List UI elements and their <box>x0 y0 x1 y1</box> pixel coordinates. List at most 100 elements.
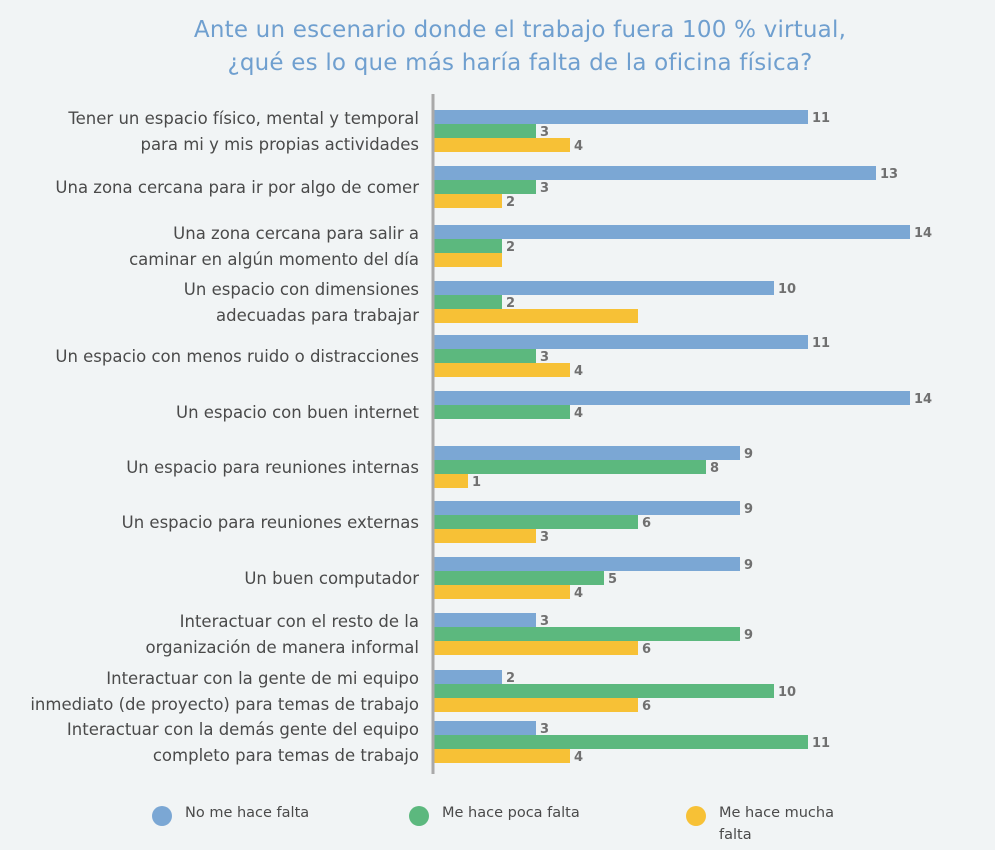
bar-s2-c7 <box>434 529 536 543</box>
bar-s0-c2 <box>434 225 910 239</box>
bar-s0-c3 <box>434 281 774 295</box>
category-label-2-1: caminar en algún momento del día <box>129 250 419 269</box>
bar-s0-c1 <box>434 166 876 180</box>
data-label-s2-c8: 4 <box>574 586 583 601</box>
legend-item-no-falta[interactable]: No me hace falta <box>152 802 309 826</box>
bar-s1-c4 <box>434 349 536 363</box>
data-label-s1-c10: 10 <box>778 685 796 700</box>
category-label-6-0: Un espacio para reuniones internas <box>126 458 419 477</box>
bar-s0-c8 <box>434 557 740 571</box>
bar-s1-c11 <box>434 735 808 749</box>
category-label-3-1: adecuadas para trabajar <box>216 306 419 325</box>
bar-s2-c1 <box>434 194 502 208</box>
category-label-5-0: Un espacio con buen internet <box>176 403 420 422</box>
bar-s0-c10 <box>434 670 502 684</box>
legend-swatch <box>686 806 706 826</box>
bar-s0-c4 <box>434 335 808 349</box>
bar-s0-c0 <box>434 110 808 124</box>
bar-s2-c4 <box>434 363 570 377</box>
data-label-s1-c4: 3 <box>540 350 549 365</box>
bar-s1-c6 <box>434 460 706 474</box>
data-label-s2-c11: 4 <box>574 750 583 765</box>
bar-s0-c6 <box>434 446 740 460</box>
category-label-0-0: Tener un espacio físico, mental y tempor… <box>67 109 419 128</box>
category-label-10-0: Interactuar con la gente de mi equipo <box>106 669 419 688</box>
data-label-s0-c0: 11 <box>812 111 830 126</box>
bar-s2-c3 <box>434 309 638 323</box>
legend-swatch <box>152 806 172 826</box>
bar-s2-c11 <box>434 749 570 763</box>
bar-s0-c11 <box>434 721 536 735</box>
data-label-s2-c4: 4 <box>574 364 583 379</box>
legend-label-line: Me hace mucha <box>719 805 834 821</box>
bar-s0-c7 <box>434 501 740 515</box>
bar-s1-c5 <box>434 405 570 419</box>
data-label-s1-c1: 3 <box>540 181 549 196</box>
data-label-s0-c10: 2 <box>506 671 515 686</box>
data-label-s1-c6: 8 <box>710 461 719 476</box>
bar-s1-c0 <box>434 124 536 138</box>
data-label-s0-c5: 14 <box>914 392 932 407</box>
bar-s2-c8 <box>434 585 570 599</box>
legend-swatch <box>409 806 429 826</box>
legend-label: Me hace poca falta <box>442 802 580 824</box>
data-label-s0-c3: 10 <box>778 282 796 297</box>
data-label-s0-c1: 13 <box>880 167 898 182</box>
bar-s1-c8 <box>434 571 604 585</box>
chart-title-line-1: Ante un escenario donde el trabajo fuera… <box>193 17 847 43</box>
category-label-4-0: Un espacio con menos ruido o distraccion… <box>55 347 419 366</box>
data-label-s1-c0: 3 <box>540 125 549 140</box>
bar-s0-c9 <box>434 613 536 627</box>
data-label-s1-c7: 6 <box>642 516 651 531</box>
category-label-9-1: organización de manera informal <box>146 638 419 657</box>
data-label-s1-c5: 4 <box>574 406 583 421</box>
data-label-s2-c10: 6 <box>642 699 651 714</box>
category-label-1-0: Una zona cercana para ir por algo de com… <box>55 178 419 197</box>
bar-s1-c1 <box>434 180 536 194</box>
bar-s1-c9 <box>434 627 740 641</box>
bar-s1-c3 <box>434 295 502 309</box>
category-label-0-1: para mi y mis propias actividades <box>140 135 419 154</box>
bar-s2-c0 <box>434 138 570 152</box>
bar-s0-c5 <box>434 391 910 405</box>
data-label-s2-c1: 2 <box>506 195 515 210</box>
category-label-7-0: Un espacio para reuniones externas <box>122 513 419 532</box>
data-label-s1-c11: 11 <box>812 736 830 751</box>
category-label-9-0: Interactuar con el resto de la <box>180 612 419 631</box>
data-label-s0-c7: 9 <box>744 502 753 517</box>
bar-s2-c2 <box>434 253 502 267</box>
legend-label-line: Me hace poca falta <box>442 805 580 821</box>
data-label-s0-c4: 11 <box>812 336 830 351</box>
legend-item-poca-falta[interactable]: Me hace poca falta <box>409 802 580 826</box>
legend-label-line: No me hace falta <box>185 805 310 821</box>
legend-label: Me hace mucha falta <box>719 802 834 846</box>
legend-label: No me hace falta <box>185 802 309 824</box>
bar-s2-c9 <box>434 641 638 655</box>
data-label-s2-c6: 1 <box>472 475 481 490</box>
data-label-s0-c6: 9 <box>744 447 753 462</box>
category-label-11-1: completo para temas de trabajo <box>153 746 419 765</box>
category-label-10-1: inmediato (de proyecto) para temas de tr… <box>30 695 419 714</box>
chart-title-line-2: ¿qué es lo que más haría falta de la ofi… <box>227 50 813 76</box>
category-label-11-0: Interactuar con la demás gente del equip… <box>67 720 419 739</box>
data-label-s2-c0: 4 <box>574 139 583 154</box>
bar-s2-c10 <box>434 698 638 712</box>
data-label-s1-c2: 2 <box>506 240 515 255</box>
category-label-8-0: Un buen computador <box>244 569 419 588</box>
legend: No me hace falta Me hace poca falta Me h… <box>0 802 995 850</box>
data-label-s2-c7: 3 <box>540 530 549 545</box>
data-label-s1-c8: 5 <box>608 572 617 587</box>
category-label-2-0: Una zona cercana para salir a <box>173 224 419 243</box>
data-label-s0-c2: 14 <box>914 226 932 241</box>
chart-title: Ante un escenario donde el trabajo fuera… <box>0 14 995 80</box>
legend-item-mucha-falta[interactable]: Me hace mucha falta <box>686 802 834 846</box>
data-label-s0-c8: 9 <box>744 558 753 573</box>
data-label-s0-c9: 3 <box>540 614 549 629</box>
bar-s2-c6 <box>434 474 468 488</box>
data-label-s1-c3: 2 <box>506 296 515 311</box>
data-label-s2-c9: 6 <box>642 642 651 657</box>
category-label-3-0: Un espacio con dimensiones <box>184 280 419 299</box>
data-label-s0-c11: 3 <box>540 722 549 737</box>
legend-label-line: falta <box>719 827 752 843</box>
